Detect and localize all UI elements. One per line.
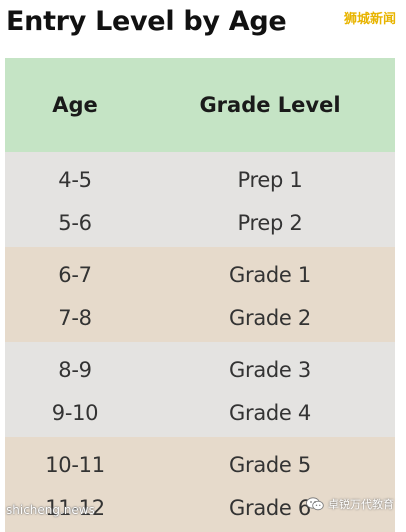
wechat-icon bbox=[306, 497, 324, 511]
age-cell: 7-8 bbox=[5, 296, 145, 342]
table-row: 4-5 Prep 1 bbox=[5, 152, 395, 201]
page-title: Entry Level by Age bbox=[6, 6, 287, 37]
watermark-bottom-right: 卓锐万代教育 bbox=[306, 496, 394, 512]
column-header-grade: Grade Level bbox=[145, 58, 395, 152]
watermark-bottom-right-text: 卓锐万代教育 bbox=[328, 498, 394, 511]
entry-level-table: Age Grade Level 4-5 Prep 1 5-6 Prep 2 6-… bbox=[5, 58, 395, 532]
age-cell: 9-10 bbox=[5, 391, 145, 437]
table-row: 7-8 Grade 2 bbox=[5, 296, 395, 342]
table-row: 5-6 Prep 2 bbox=[5, 201, 395, 247]
table-row: 10-11 Grade 5 bbox=[5, 437, 395, 486]
age-cell: 5-6 bbox=[5, 201, 145, 247]
table-header-row: Age Grade Level bbox=[5, 58, 395, 152]
column-header-age: Age bbox=[5, 58, 145, 152]
table-header: Age Grade Level bbox=[5, 58, 395, 152]
grade-cell: Grade 4 bbox=[145, 391, 395, 437]
age-cell: 4-5 bbox=[5, 152, 145, 201]
age-cell: 8-9 bbox=[5, 342, 145, 391]
table-row: 9-10 Grade 4 bbox=[5, 391, 395, 437]
grade-cell: Grade 3 bbox=[145, 342, 395, 391]
age-cell: 6-7 bbox=[5, 247, 145, 296]
grade-cell: Grade 5 bbox=[145, 437, 395, 486]
grade-cell: Prep 2 bbox=[145, 201, 395, 247]
table-row: 8-9 Grade 3 bbox=[5, 342, 395, 391]
watermark-bottom-left: shicheng.news bbox=[6, 503, 95, 517]
grade-cell: Grade 1 bbox=[145, 247, 395, 296]
grade-cell: Prep 1 bbox=[145, 152, 395, 201]
table-row: 6-7 Grade 1 bbox=[5, 247, 395, 296]
table-body: 4-5 Prep 1 5-6 Prep 2 6-7 Grade 1 7-8 Gr… bbox=[5, 152, 395, 532]
age-cell: 10-11 bbox=[5, 437, 145, 486]
watermark-top-right: 狮城新闻 bbox=[343, 12, 396, 27]
entry-level-table-container: Age Grade Level 4-5 Prep 1 5-6 Prep 2 6-… bbox=[5, 58, 395, 532]
grade-cell: Grade 2 bbox=[145, 296, 395, 342]
